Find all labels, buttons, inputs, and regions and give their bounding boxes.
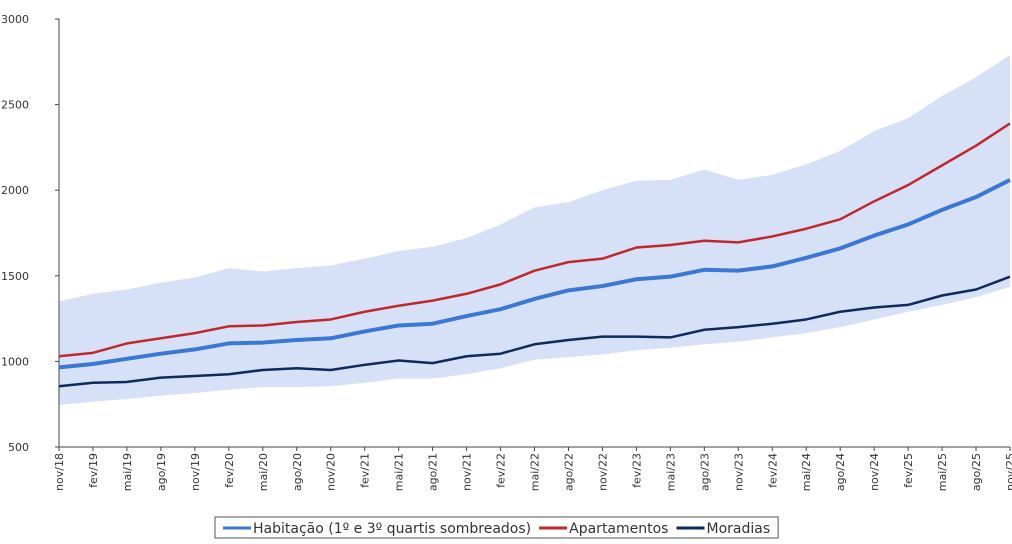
x-tick-label: nov/19 [189,453,202,491]
x-tick-label: mai/21 [393,453,406,491]
x-tick-label: fev/20 [223,453,236,488]
legend-label: Apartamentos [569,521,668,537]
legend-label: Habitação (1º e 3º quartis sombreados) [253,521,531,537]
x-tick-label: nov/22 [596,453,609,491]
y-tick-label: 1000 [1,355,29,368]
x-tick-label: nov/24 [868,453,881,491]
x-tick-label: ago/25 [970,453,983,491]
x-tick-label: mai/25 [936,453,949,491]
x-tick-label: nov/25 [1004,453,1012,491]
x-tick-label: fev/24 [766,453,779,488]
legend-box [214,516,779,539]
x-tick-label: ago/20 [291,453,304,491]
y-tick-label: 2500 [1,99,29,112]
x-tick-label: fev/21 [359,453,372,488]
x-tick-label: nov/20 [325,453,338,491]
series-line [58,122,1011,358]
series-line [58,275,1011,388]
x-tick-label: mai/23 [664,453,677,491]
x-tick-label: nov/21 [461,453,474,491]
y-tick-label: 3000 [1,13,29,26]
y-tick-label: 2000 [1,184,29,197]
x-tick-label: ago/23 [698,453,711,491]
x-tick-label: ago/21 [427,453,440,491]
x-tick-label: fev/23 [630,453,643,488]
x-tick-label: mai/24 [800,453,813,491]
x-tick-label: nov/23 [732,453,745,491]
x-tick-label: fev/25 [902,453,915,488]
x-tick-label: nov/18 [53,453,66,491]
x-tick-label: ago/24 [834,453,847,491]
legend-label: Moradias [706,521,770,537]
x-tick-label: mai/19 [121,453,134,491]
x-tick-label: fev/19 [87,453,100,488]
x-tick-label: mai/20 [257,453,270,491]
series-line [58,178,1011,370]
x-tick-label: ago/19 [155,453,168,491]
x-tick-label: ago/22 [562,453,575,491]
x-tick-label: fev/22 [495,453,508,488]
y-tick-label: 1500 [1,270,29,283]
x-tick-label: mai/22 [529,453,542,491]
legend: Habitação (1º e 3º quartis sombreados) Ap… [214,516,779,539]
y-tick-label: 500 [8,441,29,454]
quartile-band [59,54,1010,406]
